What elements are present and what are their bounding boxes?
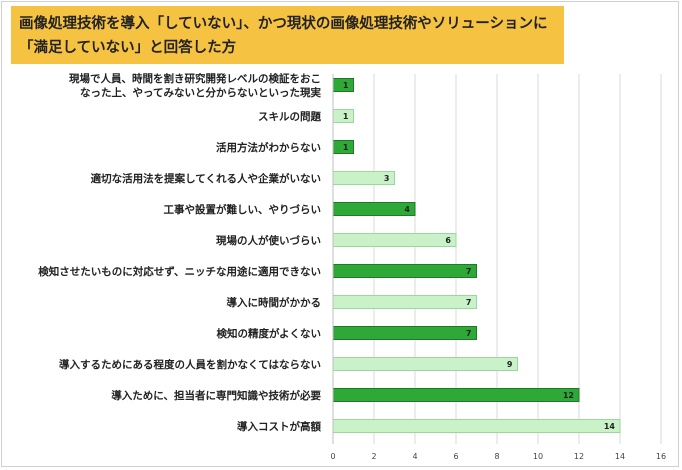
x-tick-label: 12 [574, 452, 584, 461]
category-label: 工事や設置が難しい、やりづらい [164, 203, 322, 216]
category-label: 活用方法がわからない [216, 141, 321, 154]
category-label: スキルの問題 [258, 111, 321, 123]
value-label: 3 [384, 174, 390, 183]
value-label: 1 [343, 112, 349, 121]
value-label: 1 [343, 81, 349, 90]
x-tick-label: 14 [615, 452, 625, 461]
value-label: 6 [445, 236, 451, 245]
bar [332, 295, 477, 309]
category-label: 適切な活用法を提案してくれる人や企業がいない [91, 172, 321, 185]
category-label: 検知の精度がよくない [217, 327, 321, 340]
bar [332, 388, 580, 402]
chart-title: 画像処理技術を導入「していない」、かつ現状の画像処理技術やソリューションに「満足… [11, 6, 564, 64]
category-label: 導入に時間がかかる [227, 296, 322, 309]
x-tick-label: 16 [656, 452, 666, 461]
bar [332, 264, 477, 278]
category-label: 現場の人が使いづらい [216, 234, 321, 247]
bar [332, 419, 621, 433]
value-label: 7 [466, 298, 472, 307]
x-tick-label: 2 [371, 452, 376, 461]
x-tick-label: 8 [494, 452, 499, 461]
value-label: 14 [604, 422, 616, 431]
x-tick-label: 0 [330, 452, 335, 461]
x-tick-label: 10 [533, 452, 543, 461]
value-label: 1 [343, 143, 349, 152]
category-label: なった上、やってみないと分からないといった現実 [80, 86, 321, 99]
value-label: 9 [507, 360, 513, 369]
bar [332, 202, 416, 216]
category-label: 導入するためにある程度の人員を割かなくてはならない [59, 358, 321, 371]
category-label: 導入ために、担当者に専門知識や技術が必要 [111, 389, 321, 402]
category-label: 導入コストが高額 [237, 420, 321, 433]
value-label: 7 [466, 267, 472, 276]
category-label: 検知させたいものに対応せず、ニッチな用途に適用できない [38, 265, 321, 278]
bar [332, 326, 477, 340]
bar [332, 357, 518, 371]
value-label: 4 [404, 205, 410, 214]
value-label: 7 [466, 329, 472, 338]
x-tick-label: 4 [412, 452, 417, 461]
bar [332, 233, 457, 247]
x-tick-label: 6 [453, 452, 458, 461]
category-label: 現場で人員、時間を割き研究開発レベルの検証をおこ [69, 72, 321, 85]
value-label: 12 [563, 391, 574, 400]
